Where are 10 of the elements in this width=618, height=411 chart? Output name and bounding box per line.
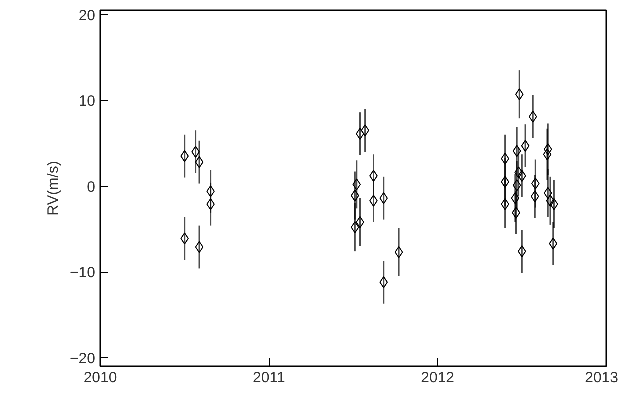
- x-tick-label: 2011: [253, 370, 286, 386]
- x-tick-label: 2013: [585, 370, 618, 386]
- x-tick-label: 2010: [84, 370, 118, 386]
- y-tick-label: 0: [87, 178, 96, 196]
- y-tick-label: 10: [78, 93, 96, 110]
- x-tick-label: 2012: [421, 370, 455, 386]
- y-axis-title: RV(m/s): [45, 161, 62, 216]
- y-tick-label: −10: [70, 264, 96, 282]
- y-tick-label: 20: [78, 7, 96, 24]
- y-tick-label: −20: [70, 350, 96, 368]
